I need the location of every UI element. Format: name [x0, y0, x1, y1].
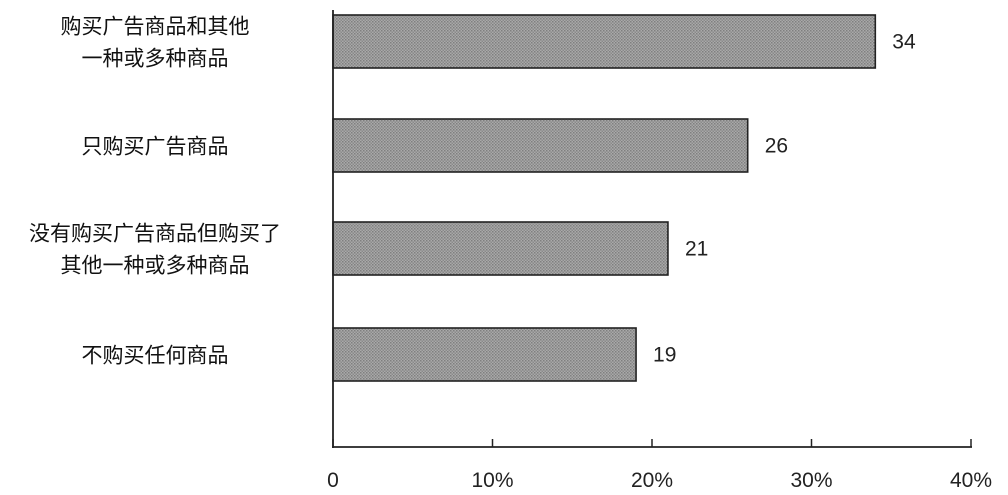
x-tick-label-4: 40% [950, 469, 992, 492]
bar-2 [332, 118, 749, 173]
value-label-1: 34 [892, 31, 916, 54]
category-label-3-line-2: 其他一种或多种商品 [61, 254, 250, 278]
x-tick-label-3: 30% [790, 469, 832, 492]
category-labels: 购买广告商品和其他一种或多种商品只购买广告商品没有购买广告商品但购买了其他一种或… [29, 15, 281, 368]
value-label-4: 19 [653, 344, 676, 367]
value-label-3: 21 [685, 238, 708, 261]
category-label-1-line-1: 购买广告商品和其他 [61, 15, 250, 39]
category-label-3-line-1: 没有购买广告商品但购买了 [29, 222, 281, 246]
bar-4 [332, 327, 637, 382]
x-axis: 0 10% 20% 30% 40% [327, 10, 992, 492]
bars-group: 34 26 21 19 [332, 14, 916, 382]
x-tick-label-2: 20% [631, 469, 673, 492]
category-label-2: 只购买广告商品 [82, 135, 229, 159]
category-label-4: 不购买任何商品 [82, 344, 229, 368]
bar-1 [332, 14, 877, 69]
category-label-1-line-2: 一种或多种商品 [82, 47, 229, 71]
bar-3 [332, 221, 669, 276]
value-label-2: 26 [765, 135, 788, 158]
x-tick-label-0: 0 [327, 469, 339, 492]
x-tick-label-1: 10% [471, 469, 513, 492]
